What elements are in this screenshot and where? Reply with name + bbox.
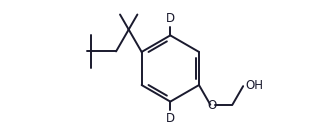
Text: O: O — [207, 99, 216, 112]
Text: D: D — [166, 12, 175, 25]
Text: OH: OH — [245, 79, 263, 92]
Text: D: D — [166, 112, 175, 125]
